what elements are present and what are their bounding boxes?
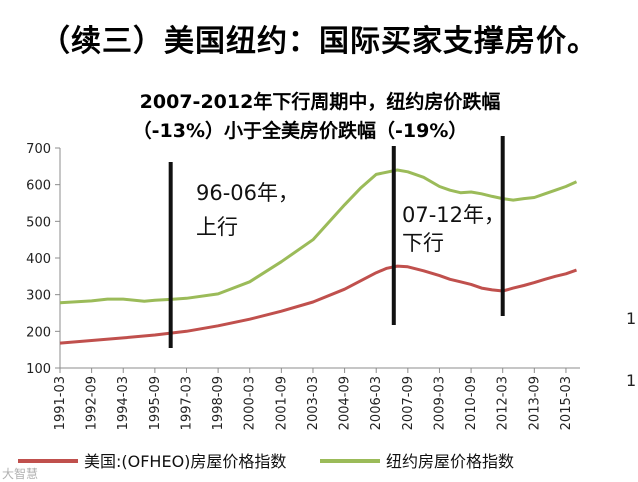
- x-tick-label: 2007-09: [401, 376, 416, 430]
- chart-vertical-markers: [168, 136, 505, 348]
- x-tick-label: 2010-09: [464, 376, 479, 430]
- chart-series: [59, 168, 578, 345]
- legend: 美国:(OFHEO)房屋价格指数 纽约房屋价格指数: [18, 452, 514, 471]
- x-tick-label: 1997-03: [179, 376, 194, 430]
- series-line-us: [59, 264, 577, 345]
- edge-mark-1: 1: [626, 309, 636, 328]
- x-tick-label: 2004-09: [338, 376, 353, 430]
- y-tick-label: 700: [26, 142, 51, 157]
- annotation-downcycle-line-1: 07-12年，: [402, 203, 505, 227]
- y-tick-label: 100: [26, 362, 51, 377]
- series-line-ny: [59, 168, 578, 305]
- x-tick-label: 2001-09: [274, 376, 289, 430]
- legend-label-ny: 纽约房屋价格指数: [386, 452, 514, 471]
- annotation-upcycle-line-2: 上行: [196, 215, 238, 239]
- y-tick-label: 400: [26, 252, 51, 267]
- y-tick-label: 600: [26, 179, 51, 194]
- annotation-upcycle-line-1: 96-06年，: [196, 181, 299, 205]
- y-tick-label: 500: [26, 215, 51, 230]
- y-tick-label: 300: [26, 289, 51, 304]
- x-tick-label: 2012-03: [496, 376, 511, 430]
- x-tick-label: 1998-09: [211, 376, 226, 430]
- legend-label-us: 美国:(OFHEO)房屋价格指数: [84, 452, 286, 471]
- x-tick-label: 2006-03: [369, 376, 384, 430]
- x-tick-label: 2009-03: [432, 376, 447, 430]
- x-tick-label: 2003-03: [306, 376, 321, 430]
- chart-title-line-1: 2007-2012年下行周期中，纽约房价跌幅: [140, 90, 501, 113]
- chart-title-line-2: （-13%）小于全美房价跌幅（-19%）: [133, 119, 468, 142]
- x-tick-label: 1992-09: [85, 376, 100, 430]
- edge-mark-2: 1: [626, 371, 636, 390]
- slide-title: （续三）美国纽约：国际买家支撑房价。: [40, 24, 598, 59]
- y-tick-label: 200: [26, 325, 51, 340]
- x-tick-label: 2000-03: [243, 376, 258, 430]
- x-tick-label: 2015-03: [559, 376, 574, 430]
- chart-axes: 100 200 300 400 500 600 700 1991-03 1992-09 1994-…: [26, 142, 580, 430]
- x-tick-label: 1991-03: [53, 376, 68, 430]
- x-tick-label: 1994-03: [116, 376, 131, 430]
- watermark: 大智慧: [2, 466, 38, 481]
- x-tick-label: 2013-09: [527, 376, 542, 430]
- x-tick-label: 1995-09: [148, 376, 163, 430]
- annotation-downcycle-line-2: 下行: [402, 231, 444, 255]
